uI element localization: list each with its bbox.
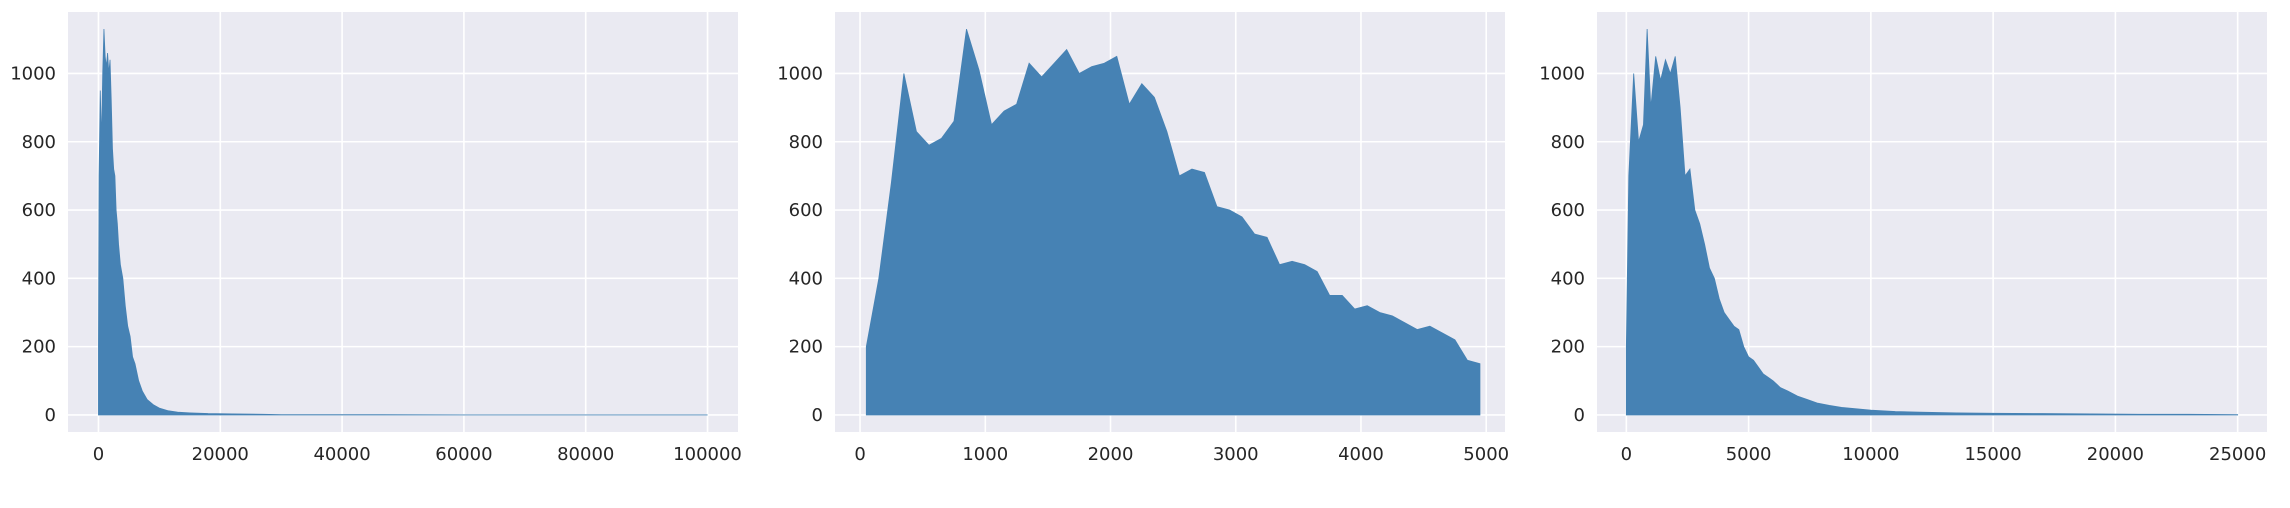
x-tick-label: 10000 xyxy=(1842,444,1899,465)
y-tick-label: 800 xyxy=(789,132,823,153)
y-tick-label: 400 xyxy=(789,268,823,289)
y-tick-label: 0 xyxy=(1574,405,1585,426)
chart-panel-1: 0 20000 40000 60000 80000 100000 0 200 400 600 800… xyxy=(10,12,742,465)
x-tick-label: 0 xyxy=(1621,444,1632,465)
x-tick-label: 4000 xyxy=(1338,444,1384,465)
x-tick-label: 20000 xyxy=(2087,444,2144,465)
y-tick-label: 200 xyxy=(1551,337,1585,358)
x-tick-label: 0 xyxy=(854,444,865,465)
y-tick-label: 600 xyxy=(1551,200,1585,221)
chart-panel-3: 0 5000 10000 15000 20000 25000 0 200 400 600 800 10… xyxy=(1539,12,2267,465)
chart-panel-2: 0 1000 2000 3000 4000 5000 0 200 400 600 800 1000 xyxy=(777,12,1509,465)
x-tick-label: 0 xyxy=(93,444,104,465)
y-tick-label: 800 xyxy=(1551,132,1585,153)
series-area xyxy=(865,28,1481,416)
x-tick-label: 40000 xyxy=(313,444,370,465)
x-tick-label: 2000 xyxy=(1088,444,1134,465)
x-tick-label: 5000 xyxy=(1463,444,1509,465)
x-tick-label: 20000 xyxy=(192,444,249,465)
y-tick-label: 600 xyxy=(22,200,56,221)
x-tick-label: 60000 xyxy=(435,444,492,465)
x-tick-label: 15000 xyxy=(1964,444,2021,465)
y-tick-label: 200 xyxy=(22,337,56,358)
y-tick-label: 0 xyxy=(45,405,56,426)
y-tick-label: 1000 xyxy=(777,63,823,84)
y-tick-label: 1000 xyxy=(10,63,56,84)
x-tick-label: 1000 xyxy=(962,444,1008,465)
x-tick-label: 25000 xyxy=(2209,444,2266,465)
y-tick-label: 0 xyxy=(812,405,823,426)
y-tick-label: 400 xyxy=(1551,268,1585,289)
y-tick-label: 800 xyxy=(22,132,56,153)
y-tick-label: 400 xyxy=(22,268,56,289)
y-tick-label: 1000 xyxy=(1539,63,1585,84)
series-area xyxy=(98,29,708,416)
plot-background xyxy=(68,12,738,432)
x-tick-label: 80000 xyxy=(557,444,614,465)
series-area xyxy=(1625,29,2239,416)
x-tick-label: 3000 xyxy=(1213,444,1259,465)
x-tick-label: 100000 xyxy=(673,444,742,465)
x-tick-label: 5000 xyxy=(1726,444,1772,465)
y-tick-label: 200 xyxy=(789,337,823,358)
y-tick-label: 600 xyxy=(789,200,823,221)
